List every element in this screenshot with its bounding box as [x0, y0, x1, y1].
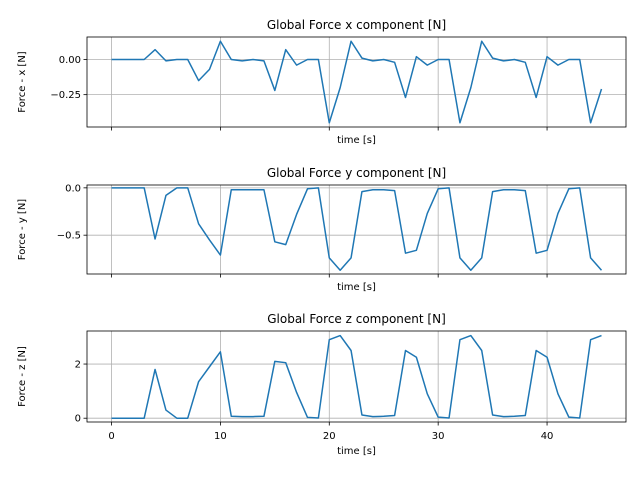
force-z-ylabel: Force - z [N] — [17, 346, 28, 407]
force-x-series-line-0 — [111, 40, 603, 124]
force-y-plot-frame — [86, 184, 627, 275]
force-y-ytick-label-1: 0.0 — [65, 183, 81, 194]
force-y-xlabel: time [s] — [337, 282, 376, 293]
force-z-xtick-label-1: 10 — [214, 431, 227, 442]
force-y-panel: −0.5 0.0 Global Force y component [N] time … — [17, 166, 627, 293]
force-y-series-line-0 — [111, 187, 603, 271]
force-z-series-line-0 — [111, 334, 602, 419]
force-y-ylabel: Force - y [N] — [17, 199, 28, 261]
force-x-panel: −0.25 0.00 Global Force x component [N] tim… — [17, 18, 627, 146]
force-y-ytick-label-0: −0.5 — [57, 231, 81, 242]
force-z-xtick-label-4: 40 — [541, 431, 554, 442]
force-z-ytick-label-0: 0 — [75, 414, 81, 425]
force-x-plot-frame — [86, 36, 627, 128]
force-z-title: Global Force z component [N] — [267, 312, 446, 326]
force-x-xlabel: time [s] — [337, 135, 376, 146]
force-x-title: Global Force x component [N] — [267, 18, 446, 32]
force-z-xtick-label-2: 20 — [323, 431, 336, 442]
force-z-xtick-label-0: 0 — [108, 431, 114, 442]
force-z-panel: 0 10 20 30 40 0 2 Global Force z component [N] t… — [17, 312, 627, 457]
force-z-plot-frame — [86, 330, 627, 423]
force-y-title: Global Force y component [N] — [267, 166, 446, 180]
force-x-ytick-label-0: −0.25 — [50, 90, 81, 101]
force-x-ylabel: Force - x [N] — [17, 51, 28, 113]
force-x-ytick-label-1: 0.00 — [59, 55, 81, 66]
force-z-xtick-label-3: 30 — [432, 431, 445, 442]
force-z-ytick-label-1: 2 — [75, 360, 81, 371]
force-z-xlabel: time [s] — [337, 446, 376, 457]
